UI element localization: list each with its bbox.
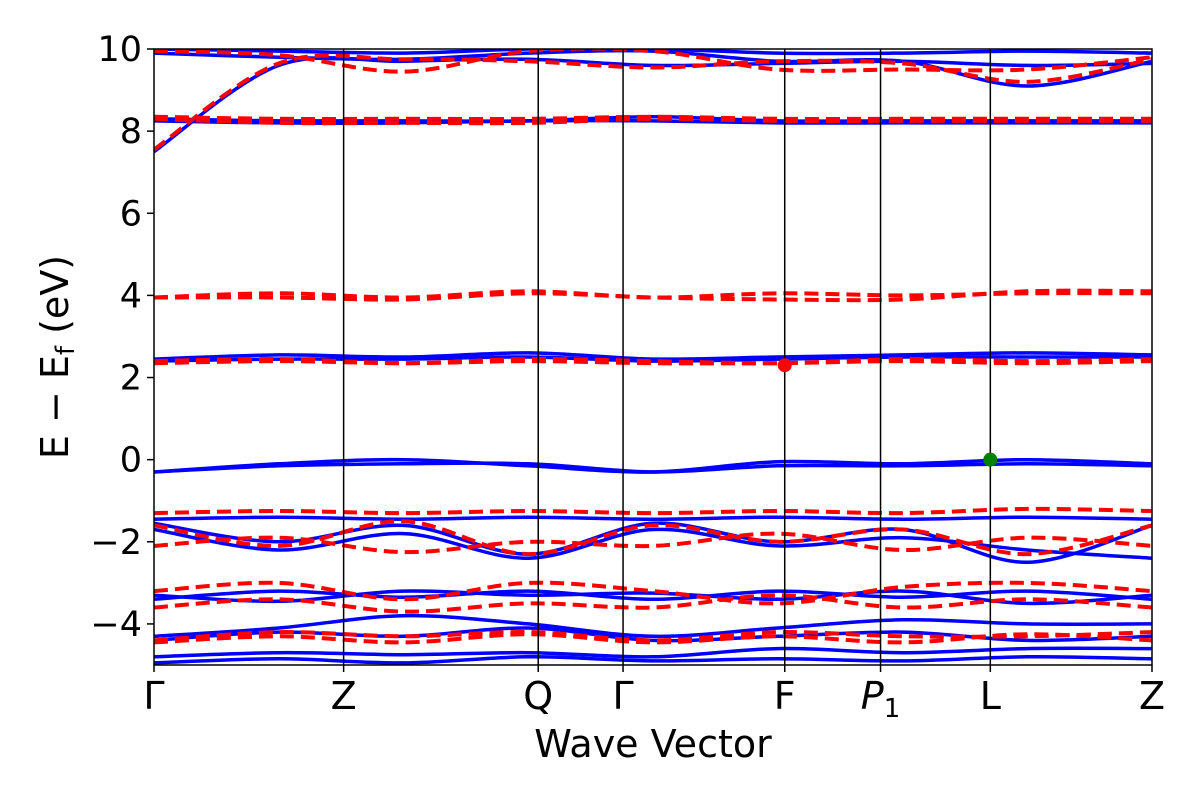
spin-up-band-2 bbox=[154, 49, 1152, 56]
y-axis: −4 −2 0 2 4 6 8 10 bbox=[90, 30, 154, 645]
y-tick-label: 2 bbox=[120, 359, 142, 399]
y-tick-label: 10 bbox=[97, 30, 142, 70]
spin-up-band-12 bbox=[154, 589, 1152, 606]
x-tick-label-2: Q bbox=[523, 674, 553, 718]
spin-down-band-26 bbox=[154, 506, 1152, 516]
x-tick-label-3: Γ bbox=[612, 674, 633, 718]
spin-up-band-10 bbox=[154, 521, 1152, 565]
y-axis-label-unit: (eV) bbox=[33, 255, 77, 346]
series-group bbox=[154, 49, 1152, 665]
spin-up-band-4 bbox=[154, 118, 1152, 125]
spin-up-band-1 bbox=[154, 49, 1152, 88]
x-tick-label-0: Γ bbox=[143, 674, 164, 718]
x-tick-label-4: F bbox=[774, 674, 796, 718]
spin-up-band-8 bbox=[154, 461, 1152, 474]
y-tick-label: −4 bbox=[90, 605, 142, 645]
spin-up-band-5 bbox=[154, 351, 1152, 361]
y-axis-label: E − Ef (eV) bbox=[33, 255, 81, 459]
y-tick-label: 8 bbox=[120, 112, 142, 152]
y-axis-label-sub: f bbox=[51, 345, 81, 355]
spin-down-band-18 bbox=[154, 53, 1152, 152]
spin-up-band-3 bbox=[154, 115, 1152, 123]
y-tick-label: −2 bbox=[90, 523, 142, 563]
x-tick-label-6: L bbox=[980, 674, 1001, 718]
y-tick-label: 0 bbox=[120, 441, 142, 481]
x-axis-label: Wave Vector bbox=[534, 722, 772, 766]
spin-up-band-11 bbox=[154, 527, 1152, 560]
spin-down-band-28 bbox=[154, 519, 1152, 557]
y-tick-label: 4 bbox=[120, 276, 142, 316]
kpoint-lines bbox=[342, 49, 992, 665]
vbm-marker bbox=[983, 452, 998, 467]
spin-down-band-29 bbox=[154, 580, 1152, 606]
spin-up-band-17 bbox=[154, 654, 1152, 665]
spin-up-band-16 bbox=[154, 646, 1152, 659]
y-tick-label: 6 bbox=[120, 194, 142, 234]
x-axis: Γ Z Q Γ F P1 L Z bbox=[143, 665, 1165, 724]
cbm-marker bbox=[777, 358, 792, 373]
spin-up-band-14 bbox=[154, 613, 1152, 639]
marker-group bbox=[777, 358, 998, 467]
x-tick-label-1: Z bbox=[331, 674, 357, 718]
y-axis-label-main: E − E bbox=[33, 355, 77, 459]
spin-up-band-15 bbox=[154, 626, 1152, 643]
plot-frame bbox=[153, 48, 1153, 666]
spin-up-band-6 bbox=[154, 355, 1152, 363]
spin-up-band-9 bbox=[154, 515, 1152, 521]
x-tick-label-5: P1 bbox=[861, 674, 900, 724]
x-tick-label-7: Z bbox=[1139, 674, 1165, 718]
spin-up-band-13 bbox=[154, 589, 1152, 602]
